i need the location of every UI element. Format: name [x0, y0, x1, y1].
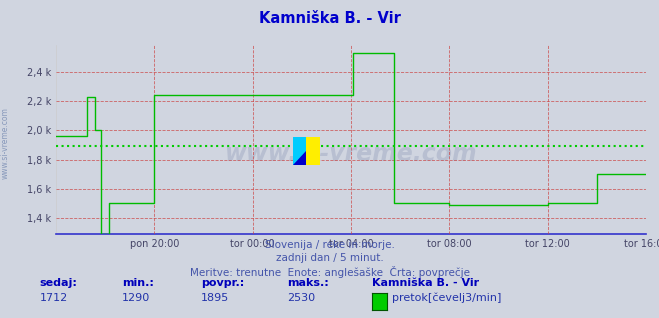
Polygon shape [306, 137, 320, 165]
Text: sedaj:: sedaj: [40, 278, 77, 288]
Text: Slovenija / reke in morje.: Slovenija / reke in morje. [264, 240, 395, 250]
Text: Kamniška B. - Vir: Kamniška B. - Vir [372, 278, 480, 288]
Text: povpr.:: povpr.: [201, 278, 244, 288]
Text: 1712: 1712 [40, 293, 68, 302]
Text: Meritve: trenutne  Enote: anglešaške  Črta: povprečje: Meritve: trenutne Enote: anglešaške Črta… [190, 266, 469, 278]
Text: min.:: min.: [122, 278, 154, 288]
Text: 1290: 1290 [122, 293, 150, 302]
Text: Kamniška B. - Vir: Kamniška B. - Vir [258, 11, 401, 26]
Polygon shape [293, 151, 306, 165]
Text: 2530: 2530 [287, 293, 315, 302]
Text: www.si-vreme.com: www.si-vreme.com [1, 107, 10, 179]
Text: 1895: 1895 [201, 293, 229, 302]
Text: www.si-vreme.com: www.si-vreme.com [225, 142, 477, 166]
Text: zadnji dan / 5 minut.: zadnji dan / 5 minut. [275, 253, 384, 263]
Text: maks.:: maks.: [287, 278, 328, 288]
Text: pretok[čevelj3/min]: pretok[čevelj3/min] [392, 292, 501, 302]
